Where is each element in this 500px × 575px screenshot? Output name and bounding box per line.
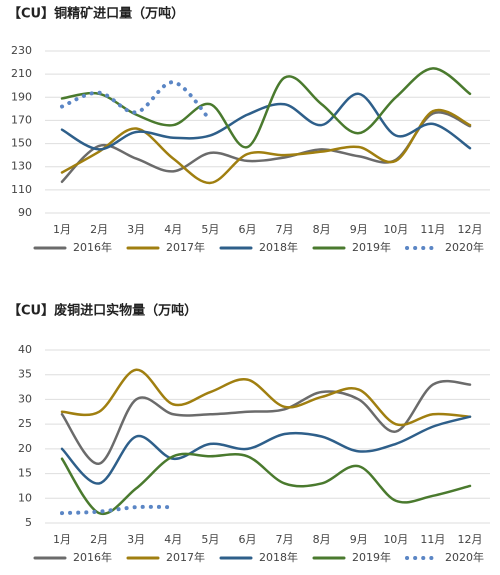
series-line [60,80,213,123]
x-tick-label: 1月 [53,223,71,236]
x-tick-label: 3月 [127,223,145,236]
legend-label: 2020年 [445,550,484,564]
chart-title: 【CU】铜精矿进口量（万吨） [8,6,184,22]
x-tick-label: 2月 [90,223,108,236]
legend-label: 2018年 [259,550,298,564]
y-tick-label: 5 [25,516,32,529]
y-tick-label: 190 [11,90,32,103]
legend-label: 2019年 [352,240,391,254]
series-line [60,452,472,516]
x-tick-label: 2月 [90,533,108,546]
legend-label: 2017年 [166,240,205,254]
x-tick-label: 3月 [127,533,145,546]
series-line [60,415,472,485]
series-line [60,504,176,516]
x-tick-label: 7月 [276,533,294,546]
legend-label: 2016年 [73,240,112,254]
x-tick-label: 10月 [383,533,408,546]
y-tick-label: 210 [11,67,32,80]
y-tick-label: 90 [18,206,32,219]
y-tick-label: 20 [18,442,32,455]
series-line [60,92,472,151]
legend-label: 2016年 [73,550,112,564]
y-tick-label: 150 [11,137,32,150]
legend-label: 2017年 [166,550,205,564]
x-tick-label: 5月 [201,223,219,236]
x-tick-label: 7月 [276,223,294,236]
y-tick-label: 130 [11,160,32,173]
x-tick-label: 9月 [350,533,368,546]
legend-label: 2019年 [352,550,391,564]
x-tick-label: 4月 [164,533,182,546]
y-tick-label: 40 [18,343,32,356]
x-tick-label: 9月 [350,223,368,236]
series-line [60,67,472,149]
x-tick-label: 10月 [383,223,408,236]
y-tick-label: 15 [18,467,32,480]
x-tick-label: 12月 [458,223,483,236]
x-tick-label: 11月 [420,223,445,236]
y-tick-label: 110 [11,183,32,196]
y-tick-label: 170 [11,113,32,126]
x-tick-label: 4月 [164,223,182,236]
x-tick-label: 8月 [313,223,331,236]
x-tick-label: 6月 [238,223,256,236]
x-tick-label: 5月 [201,533,219,546]
legend-label: 2018年 [259,240,298,254]
x-tick-label: 12月 [458,533,483,546]
y-tick-label: 25 [18,417,32,430]
y-tick-label: 10 [18,491,32,504]
x-tick-label: 11月 [420,533,445,546]
y-tick-label: 230 [11,44,32,57]
x-tick-label: 8月 [313,533,331,546]
chart-title: 【CU】废铜进口实物量（万吨） [8,303,197,319]
y-tick-label: 30 [18,392,32,405]
y-tick-label: 35 [18,368,32,381]
series-line [60,108,472,185]
series-line [60,368,472,427]
x-tick-label: 6月 [238,533,256,546]
legend-label: 2020年 [445,240,484,254]
series-line [60,379,472,465]
x-tick-label: 1月 [53,533,71,546]
